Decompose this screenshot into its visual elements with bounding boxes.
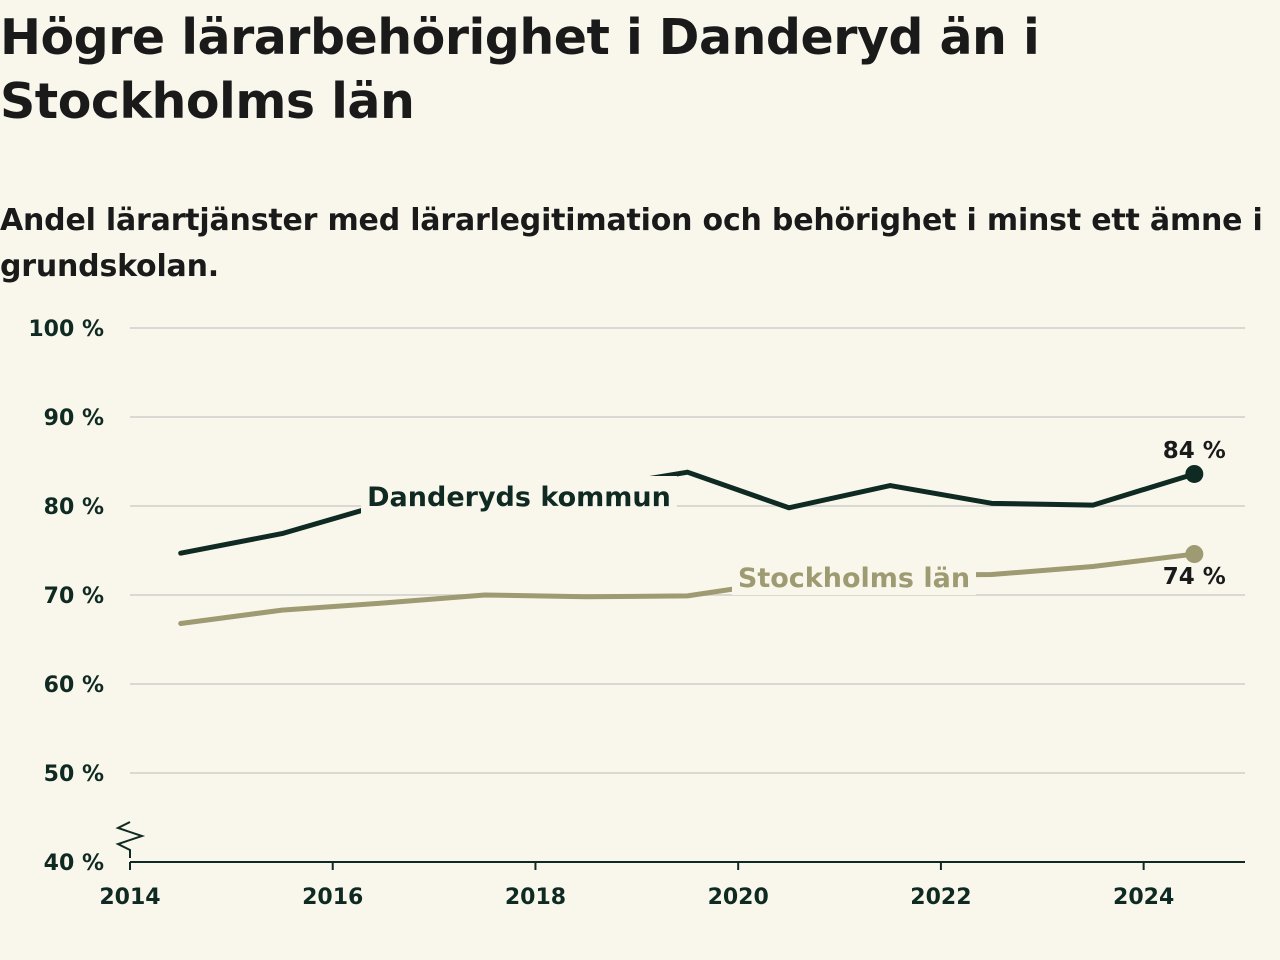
x-tick-label: 2024	[1113, 885, 1174, 910]
series-end-value-label: 74 %	[1163, 564, 1226, 590]
gridlines	[130, 327, 1245, 774]
x-axis: 2014 2016 2018 2020 2022 2024	[99, 821, 1245, 910]
x-tick-label: 2014	[99, 885, 160, 910]
series-name-label: Danderyds kommun	[367, 482, 671, 513]
y-tick-label: 70 %	[44, 584, 104, 609]
series-line	[178, 551, 1197, 626]
chart-title: Högre lärarbehörighet i Danderyd än i St…	[0, 9, 1040, 130]
y-axis-ticks: 100 % 90 % 80 % 70 % 60 % 50 % 40 %	[28, 317, 104, 876]
y-tick-label: 60 %	[44, 673, 104, 698]
series-end-marker	[1185, 545, 1204, 564]
series-line	[178, 469, 1197, 556]
series-end-marker	[1185, 464, 1204, 483]
axis-break-icon	[115, 821, 146, 858]
series-name-label: Stockholms län	[738, 563, 970, 594]
series-lines	[178, 464, 1204, 626]
x-tick-label: 2022	[910, 885, 971, 910]
y-tick-label: 40 %	[44, 851, 104, 876]
x-tick-label: 2016	[302, 885, 363, 910]
series-label-background	[732, 557, 976, 595]
x-tick-label: 2020	[708, 885, 769, 910]
y-tick-label: 50 %	[44, 762, 104, 787]
series-labels: 84 % Danderyds kommun 74 % Stockholms län	[361, 438, 1226, 595]
x-tick-label: 2018	[505, 885, 566, 910]
series-end-value-label: 84 %	[1163, 438, 1226, 464]
y-tick-label: 100 %	[28, 317, 104, 342]
series-label-background	[361, 476, 677, 514]
y-tick-label: 90 %	[44, 406, 104, 431]
chart-subtitle: Andel lärartjänster med lärarlegitimatio…	[0, 203, 1263, 284]
y-tick-label: 80 %	[44, 495, 104, 520]
